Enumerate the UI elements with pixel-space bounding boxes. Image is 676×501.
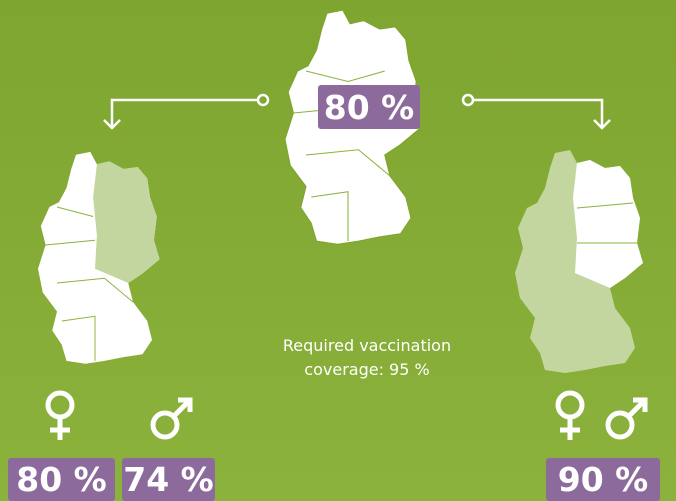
map-right bbox=[515, 150, 643, 373]
arrows bbox=[103, 93, 611, 130]
female-badge: 80 % bbox=[8, 458, 115, 501]
gender-icons bbox=[45, 390, 648, 440]
map-left bbox=[38, 151, 160, 364]
coverage-note: Required vaccination coverage: 95 % bbox=[282, 336, 452, 379]
national-badge: 80 % bbox=[318, 85, 420, 129]
right-badge: 90 % bbox=[546, 458, 660, 501]
male-badge: 74 % bbox=[122, 458, 215, 501]
